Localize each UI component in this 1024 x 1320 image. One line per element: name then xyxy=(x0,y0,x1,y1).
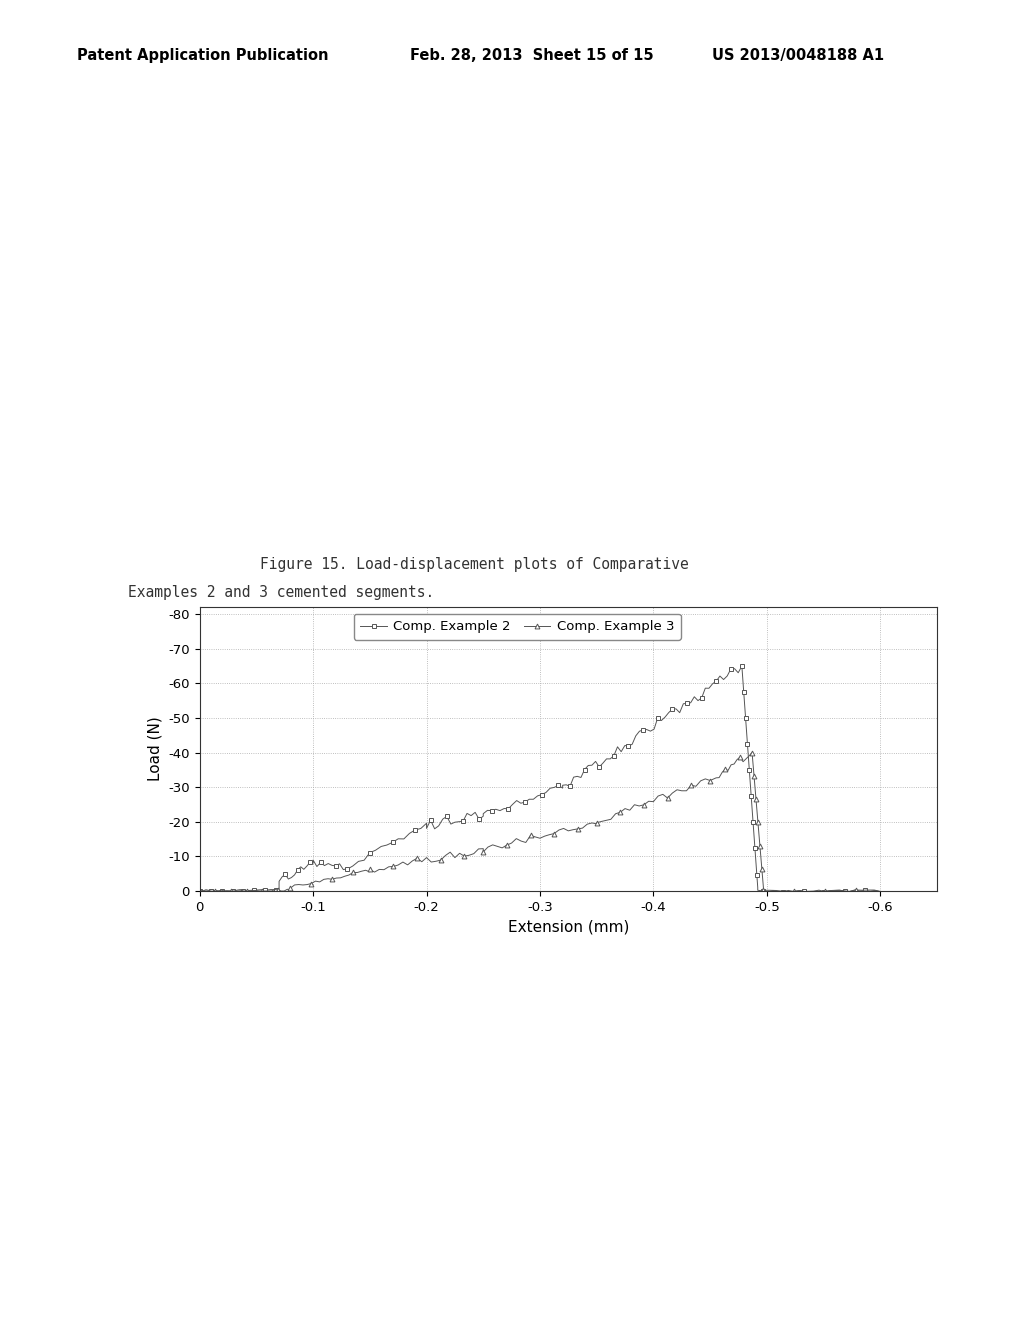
Text: Figure 15. Load-displacement plots of Comparative: Figure 15. Load-displacement plots of Co… xyxy=(225,557,689,572)
Comp. Example 3 xyxy=(529,829,542,845)
Comp. Example 3 xyxy=(396,854,409,870)
Comp. Example 2 xyxy=(738,690,751,706)
Y-axis label: Load (N): Load (N) xyxy=(147,717,163,781)
Comp. Example 3 xyxy=(343,867,355,883)
X-axis label: Extension (mm): Extension (mm) xyxy=(508,919,629,935)
Comp. Example 2 xyxy=(732,665,744,681)
Comp. Example 3 xyxy=(745,744,758,760)
Comp. Example 3 xyxy=(801,884,813,900)
Line: Comp. Example 3: Comp. Example 3 xyxy=(198,750,883,895)
Comp. Example 2 xyxy=(194,883,206,899)
Text: Feb. 28, 2013  Sheet 15 of 15: Feb. 28, 2013 Sheet 15 of 15 xyxy=(410,48,653,62)
Comp. Example 3 xyxy=(571,821,584,837)
Text: US 2013/0048188 A1: US 2013/0048188 A1 xyxy=(712,48,884,62)
Comp. Example 2 xyxy=(874,883,887,899)
Comp. Example 2 xyxy=(223,883,236,899)
Comp. Example 2 xyxy=(735,659,748,675)
Text: Examples 2 and 3 cemented segments.: Examples 2 and 3 cemented segments. xyxy=(128,585,434,599)
Comp. Example 3 xyxy=(194,883,206,899)
Comp. Example 3 xyxy=(256,883,268,899)
Comp. Example 2 xyxy=(556,777,568,793)
Comp. Example 2 xyxy=(238,883,250,899)
Comp. Example 2 xyxy=(750,854,762,870)
Comp. Example 3 xyxy=(383,859,395,875)
Text: Patent Application Publication: Patent Application Publication xyxy=(77,48,329,62)
Comp. Example 3 xyxy=(874,884,887,900)
Comp. Example 2 xyxy=(762,884,774,900)
Legend: Comp. Example 2, Comp. Example 3: Comp. Example 2, Comp. Example 3 xyxy=(353,614,681,640)
Line: Comp. Example 2: Comp. Example 2 xyxy=(198,664,883,895)
